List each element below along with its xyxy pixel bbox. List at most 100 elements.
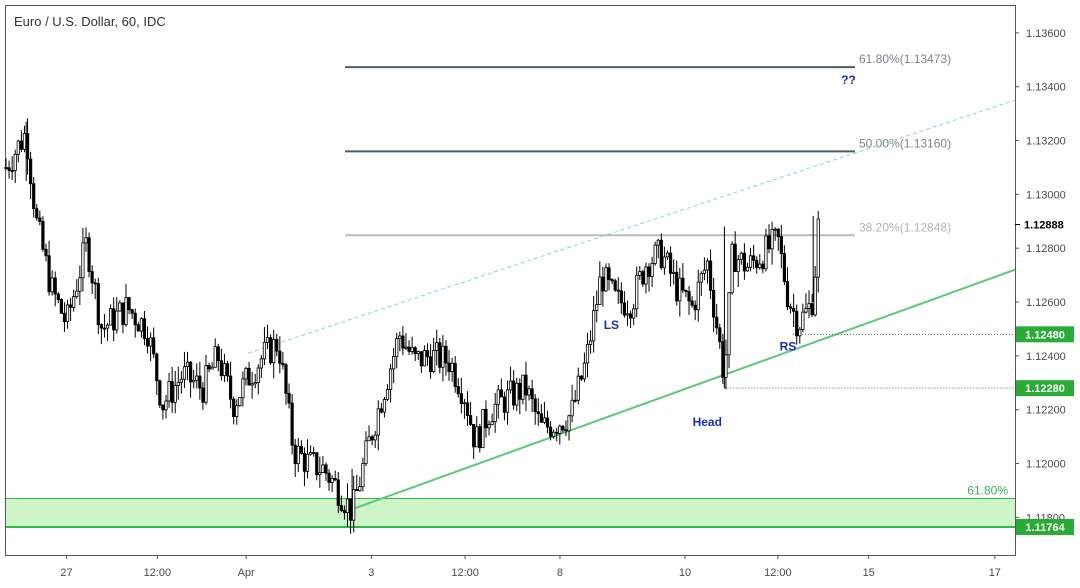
candle-body (696, 281, 700, 311)
candle-body (638, 271, 642, 276)
candle-body (105, 324, 110, 329)
candle-body (773, 228, 777, 231)
candle-body (72, 296, 76, 308)
candle-body (662, 256, 667, 269)
pattern-label-rs: RS (780, 339, 797, 353)
candle-body (635, 274, 639, 310)
candle-body (262, 341, 267, 360)
candle-body (767, 235, 771, 250)
candle-body (225, 363, 230, 377)
candle-body (570, 399, 574, 417)
candle-body (816, 218, 820, 278)
candle-body (219, 360, 223, 377)
candle-body (81, 242, 85, 279)
y-tick-label: 1.13400 (1026, 82, 1066, 94)
candle-body (422, 350, 427, 367)
trendline-support (351, 268, 1016, 511)
candle-body (149, 337, 153, 347)
plot-frame (5, 5, 1016, 556)
candle-body (681, 277, 685, 291)
candle-body (16, 140, 20, 155)
candle-body (512, 380, 516, 406)
candle-body (739, 252, 743, 261)
candle-body (385, 389, 390, 400)
candle-body (499, 389, 503, 398)
candle-body (69, 304, 73, 308)
candle-body (804, 308, 808, 313)
candle-body (127, 297, 131, 311)
y-axis-ticks: 1.13600 1.13400 1.13200 1.13000 1.12800 1.126… (1015, 28, 1066, 524)
candle-body (472, 424, 476, 448)
candle-body (124, 297, 128, 325)
candle-body (13, 153, 17, 171)
pattern-label-ls: LS (604, 318, 619, 332)
candle-body (613, 280, 617, 291)
candle-body (204, 365, 208, 403)
candle-body (364, 440, 368, 465)
candle-body (32, 183, 36, 210)
candle-body (164, 400, 168, 411)
candle-body (404, 346, 408, 349)
candle-body (699, 272, 703, 283)
candle-body (595, 304, 599, 311)
candle-body (481, 409, 485, 449)
candle-body (38, 217, 42, 222)
support-zone-label: 61.80% (967, 483, 1008, 497)
candle-body (484, 409, 488, 429)
candle-body (35, 208, 39, 219)
candle-body (770, 229, 774, 250)
candle-body (339, 505, 343, 511)
candle-body (416, 351, 420, 355)
candle-body (733, 243, 737, 273)
candle-body (382, 399, 387, 413)
candle-body (139, 318, 143, 332)
pattern-label-head: Head (693, 415, 722, 429)
candle-body (296, 445, 300, 465)
candle-body (748, 255, 753, 268)
price-tags: 1.12888 1.12480 1.12280 1.11764 (1015, 220, 1074, 536)
candle-body (142, 318, 147, 339)
candle-body (776, 228, 780, 237)
candle-body (133, 312, 137, 326)
candle-body (558, 425, 562, 434)
candle-body (268, 337, 273, 364)
candle-body (604, 267, 608, 292)
candle-body (10, 170, 14, 172)
candle-body (564, 429, 568, 432)
candle-body (785, 281, 790, 308)
candle-body (730, 243, 734, 294)
candle-body (256, 367, 260, 383)
fib-level-label: 61.80%(1.13473) (859, 52, 951, 66)
candle-body (579, 375, 583, 380)
candle-body (355, 489, 359, 492)
candle-body (198, 375, 202, 389)
candle-body (641, 271, 645, 285)
candle-body (278, 350, 282, 364)
candle-body (281, 362, 285, 366)
x-tick-label: 17 (989, 567, 1001, 579)
candle-body (708, 260, 713, 291)
candle-body (542, 417, 547, 423)
candle-body (47, 255, 51, 293)
candle-body (4, 167, 8, 169)
candle-body (779, 236, 783, 254)
candle-body (582, 362, 587, 380)
candle-body (247, 367, 251, 386)
x-tick-label: 12:00 (764, 567, 792, 579)
candle-body (348, 498, 353, 521)
candle-body (19, 140, 23, 150)
candle-body (84, 237, 88, 244)
candle-body (625, 313, 630, 316)
candle-body (788, 306, 793, 309)
candle-body (407, 346, 411, 352)
candle-body (265, 337, 270, 343)
candle-body (573, 399, 577, 402)
fib-level-label: 38.20%(1.12848) (859, 220, 951, 234)
candle-body (632, 308, 636, 319)
candle-body (56, 293, 60, 300)
candle-body (315, 452, 319, 476)
candle-body (121, 302, 125, 325)
x-tick-label: 3 (368, 567, 374, 579)
candle-body (361, 463, 365, 487)
